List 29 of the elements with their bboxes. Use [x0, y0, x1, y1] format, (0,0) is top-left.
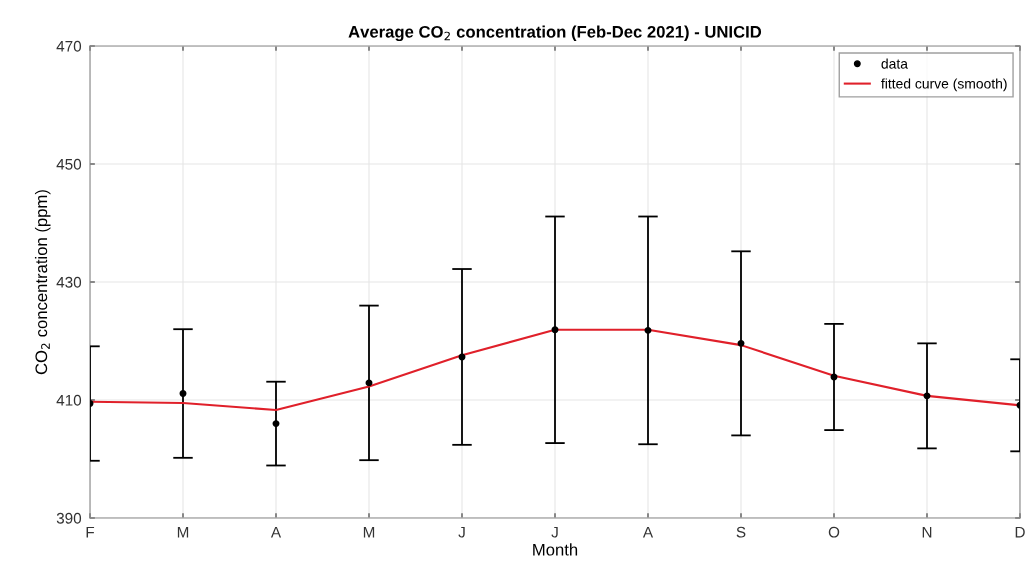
point	[272, 420, 280, 428]
y-tick-label: 470	[56, 40, 82, 52]
x-axis-title: Month	[533, 543, 578, 556]
x-tick-label: D	[1015, 526, 1025, 538]
x-tick-label: N	[922, 526, 932, 538]
x-tick-label: M	[363, 526, 375, 538]
point	[923, 392, 931, 400]
x-tick-label: J	[551, 526, 558, 538]
x-tick-label: A	[642, 526, 654, 538]
legend-label: data	[881, 58, 908, 69]
y-tick-label: 390	[56, 512, 82, 524]
point	[644, 326, 652, 334]
x-tick-label: F	[86, 526, 95, 538]
point	[365, 379, 373, 387]
line-series	[90, 328, 1020, 412]
x-tick-label: J	[458, 526, 465, 538]
x-tick-label: S	[736, 526, 746, 538]
x-tick-label: O	[828, 526, 840, 538]
y-tick-label: 410	[56, 394, 82, 406]
point	[179, 390, 187, 397]
legend-label: fitted curve (smooth)	[881, 78, 1007, 92]
x-tick-label: M	[177, 526, 189, 538]
x-tick-label: A	[270, 526, 282, 538]
y-axis-title: CO$_{2}$ concentration (ppm)	[34, 190, 51, 375]
chart-title: Average CO$_{2}$ concentration (Feb-Dec 2021) - UNICID	[348, 25, 762, 42]
y-tick-label: 430	[56, 276, 82, 288]
y-tick-label: 450	[56, 158, 82, 170]
point	[737, 339, 745, 347]
point	[551, 326, 559, 334]
